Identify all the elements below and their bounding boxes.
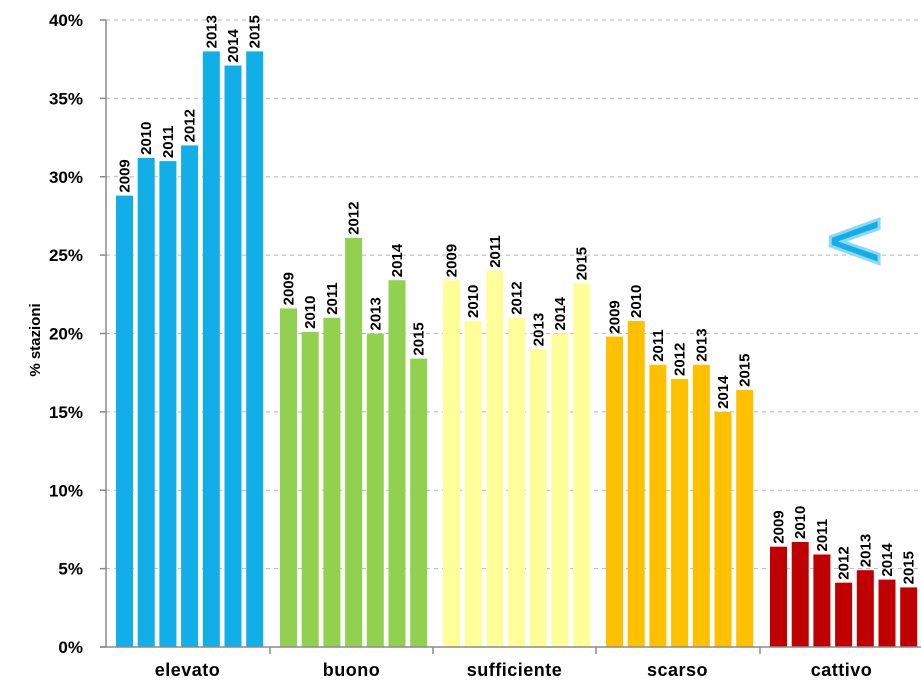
bar-year-label: 2011 — [814, 519, 831, 552]
bar-year-label: 2015 — [574, 247, 591, 280]
bar-year-label: 2012 — [346, 202, 363, 235]
bar-year-label: 2015 — [901, 551, 918, 584]
y-tick-label: 15% — [49, 403, 83, 422]
bar-year-label: 2012 — [509, 281, 526, 314]
bar-year-label: 2010 — [302, 296, 319, 329]
axes — [100, 19, 921, 654]
bar — [627, 321, 645, 647]
y-tick-label: 35% — [49, 89, 83, 108]
bar-year-label: 2009 — [281, 272, 298, 305]
bar — [714, 411, 732, 647]
bar-year-label: 2012 — [182, 109, 199, 142]
bar-year-label: 2009 — [771, 510, 788, 543]
bar-year-label: 2015 — [411, 322, 428, 355]
bar-year-label: 2011 — [487, 235, 504, 268]
bar — [280, 308, 297, 647]
bar-year-label: 2013 — [857, 534, 874, 567]
bar-year-label: 2009 — [444, 244, 461, 277]
bar-year-label: 2014 — [225, 28, 242, 62]
bar — [366, 333, 384, 647]
y-tick-label: 0% — [58, 638, 83, 657]
bar — [410, 358, 428, 647]
bar — [606, 336, 623, 647]
bar — [508, 317, 526, 647]
bar — [856, 570, 874, 647]
bar-year-label: 2013 — [530, 313, 547, 346]
bar-year-label: 2010 — [465, 285, 482, 318]
bar-year-label: 2011 — [650, 329, 667, 362]
bar-year-label: 2012 — [836, 546, 853, 579]
bar — [159, 161, 177, 647]
y-tick-label: 40% — [49, 11, 83, 30]
bar — [692, 364, 710, 647]
bar — [486, 270, 504, 647]
y-tick-label: 5% — [58, 560, 83, 579]
bar-year-label: 2011 — [324, 282, 341, 315]
bar-year-label: 2010 — [138, 122, 155, 155]
bar — [301, 331, 319, 647]
bar — [770, 546, 787, 647]
bar — [835, 582, 853, 647]
bar-year-label: 2015 — [737, 354, 754, 387]
bar-year-label: 2014 — [879, 543, 896, 577]
bar — [671, 379, 689, 647]
bar-year-label: 2013 — [203, 15, 220, 48]
bar — [224, 65, 242, 647]
x-category-label: sufficiente — [467, 660, 563, 680]
bar — [443, 280, 460, 647]
bar-year-label: 2009 — [117, 159, 134, 192]
bar-year-label: 2014 — [552, 296, 569, 330]
x-category-label: elevato — [155, 660, 221, 680]
bar — [137, 157, 155, 647]
bar — [181, 145, 199, 647]
bar-year-label: 2013 — [367, 297, 384, 330]
bar-year-label: 2012 — [672, 343, 689, 376]
bar-year-label: 2014 — [389, 243, 406, 277]
x-category-label: cattivo — [811, 660, 873, 680]
bar — [813, 554, 831, 647]
y-tick-label: 30% — [49, 168, 83, 187]
bar-year-label: 2013 — [693, 328, 710, 361]
bar-year-label: 2010 — [792, 506, 809, 539]
bar — [345, 237, 363, 647]
y-tick-label: 20% — [49, 325, 83, 344]
bar — [529, 349, 547, 647]
bar — [736, 389, 754, 647]
bars — [116, 51, 918, 647]
bar-year-label: 2010 — [628, 285, 645, 318]
bar — [649, 364, 667, 647]
y-tick-label: 10% — [49, 481, 83, 500]
decorative-arrow-icon: < — [822, 195, 887, 285]
y-tick-label: 25% — [49, 246, 83, 265]
bar — [900, 587, 918, 647]
bar-year-label: 2014 — [715, 375, 732, 409]
bar — [878, 579, 896, 647]
bar — [246, 51, 264, 647]
bar — [323, 317, 341, 647]
bar — [116, 195, 133, 647]
bar — [202, 51, 220, 647]
bar — [388, 280, 406, 647]
bar-year-label: 2015 — [247, 15, 264, 48]
bar — [464, 321, 482, 647]
bar-year-label: 2009 — [607, 300, 624, 333]
bar — [573, 283, 591, 647]
y-axis-title: % stazioni — [27, 303, 44, 376]
x-category-label: scarso — [647, 660, 708, 680]
bar — [791, 542, 809, 647]
bar — [551, 333, 569, 647]
bar-year-label: 2011 — [160, 126, 177, 159]
x-category-label: buono — [323, 660, 380, 680]
